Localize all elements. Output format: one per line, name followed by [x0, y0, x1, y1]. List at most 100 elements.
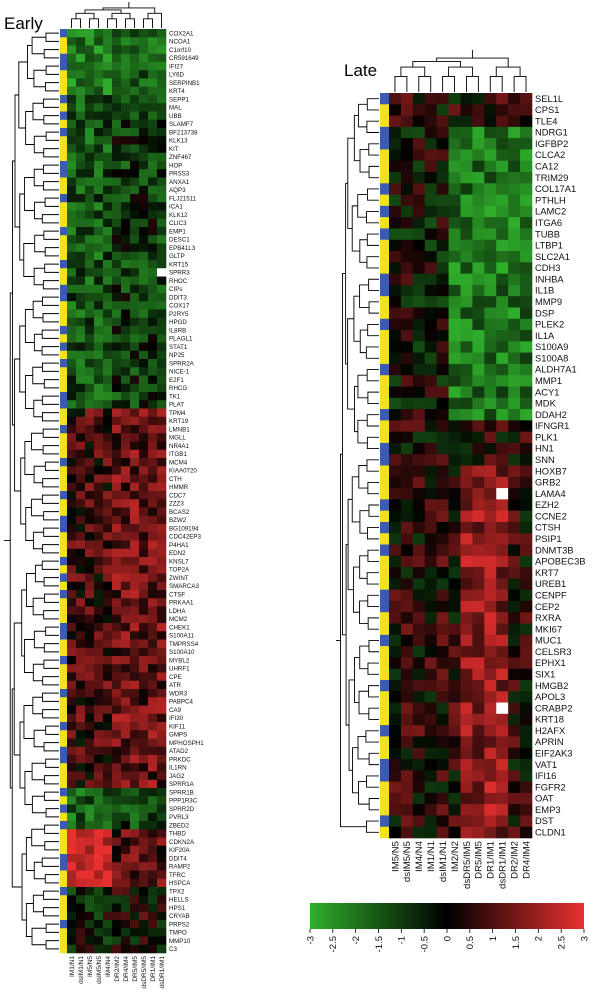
late-cell [484, 646, 497, 658]
early-cell [112, 367, 122, 376]
late-cell [520, 804, 533, 816]
early-gene-label: LMNB1 [169, 426, 190, 433]
late-cell [520, 431, 533, 444]
late-cell [400, 386, 414, 399]
early-cell [76, 260, 86, 269]
early-cell [94, 466, 104, 475]
early-cell [85, 326, 95, 335]
early-cell [103, 227, 113, 236]
early-gene-label: HPGD [169, 319, 187, 326]
early-cell [94, 581, 104, 591]
early-cell [148, 161, 158, 170]
early-cell [130, 95, 140, 104]
early-cell [157, 227, 167, 236]
early-cell [121, 326, 131, 335]
early-cell [121, 53, 131, 63]
early-cell [103, 804, 113, 814]
late-cell [400, 646, 414, 658]
early-cell [112, 771, 122, 781]
late-cell [436, 318, 449, 331]
early-cell [139, 771, 149, 781]
early-cell [85, 911, 95, 921]
early-cell [103, 491, 113, 500]
early-cell [112, 944, 122, 954]
early-cell [148, 598, 158, 607]
early-cell [157, 78, 167, 88]
late-cell [424, 826, 437, 839]
late-cell [389, 296, 402, 308]
early-cell [94, 713, 104, 723]
late-cell [389, 138, 402, 150]
early-cell [139, 342, 149, 352]
early-cell [76, 639, 86, 649]
early-cell [139, 664, 149, 673]
early-cell [94, 680, 104, 690]
early-gene-label: RHCG [169, 385, 187, 392]
early-cell [94, 887, 104, 896]
late-cell [472, 160, 485, 173]
late-cell [412, 93, 426, 105]
late-annotation-cell [380, 126, 389, 139]
early-cell [148, 301, 158, 310]
early-cell [139, 532, 149, 541]
late-cell [436, 386, 449, 399]
early-cell [94, 408, 104, 418]
early-cell [112, 243, 122, 253]
late-cell [389, 770, 402, 782]
late-cell [412, 115, 426, 128]
early-cell [148, 911, 158, 921]
early-cell [148, 647, 158, 657]
early-cell [67, 647, 77, 657]
late-cell [460, 318, 473, 331]
early-cell [103, 194, 113, 203]
late-cell [448, 251, 461, 263]
early-cell [148, 268, 158, 277]
late-cell [496, 770, 509, 782]
early-cell [148, 755, 158, 764]
early-cell [76, 342, 86, 352]
late-column-label: DR2/IM2 [509, 841, 520, 879]
early-cell [67, 763, 77, 772]
early-annotation-cell [60, 185, 67, 195]
late-annotation-cell [380, 115, 389, 128]
late-cell [460, 284, 473, 297]
early-cell [121, 293, 131, 302]
early-cell [67, 383, 77, 393]
early-cell [76, 243, 86, 253]
late-cell [484, 691, 497, 703]
early-cell [94, 425, 104, 434]
early-cell [139, 70, 149, 79]
early-cell [67, 235, 77, 244]
late-cell [520, 284, 533, 297]
late-cell [496, 397, 509, 410]
early-cell [139, 194, 149, 203]
early-cell [139, 557, 149, 566]
early-cell [112, 260, 122, 269]
early-cell [94, 590, 104, 599]
early-cell [76, 656, 86, 665]
early-gene-label: IL8RB [169, 327, 186, 334]
early-cell [67, 474, 77, 484]
late-cell [496, 431, 509, 444]
early-gene-label: EDN2 [169, 550, 186, 557]
early-cell [112, 804, 122, 814]
early-annotation-cell [60, 854, 67, 863]
early-annotation-cell [60, 738, 67, 748]
early-cell [130, 573, 140, 583]
late-column-label: dsDR5/IM5 [462, 841, 473, 889]
early-heatmap-panel: Early COX2A1NCOA1C1orf10CR591649IFI27LY6… [4, 2, 204, 989]
early-cell [130, 829, 140, 838]
late-cell [412, 172, 426, 184]
late-gene-label: SNN [535, 454, 555, 465]
early-cell [157, 103, 167, 112]
early-cell [148, 821, 158, 830]
early-gene-label: IL1RN [169, 765, 187, 772]
early-cell [157, 936, 167, 946]
late-cell [484, 634, 497, 647]
early-cell [112, 639, 122, 649]
early-cell [76, 53, 86, 63]
late-cell [412, 668, 426, 681]
early-cell [67, 53, 77, 63]
late-cell [400, 770, 414, 782]
early-cell [148, 359, 158, 368]
